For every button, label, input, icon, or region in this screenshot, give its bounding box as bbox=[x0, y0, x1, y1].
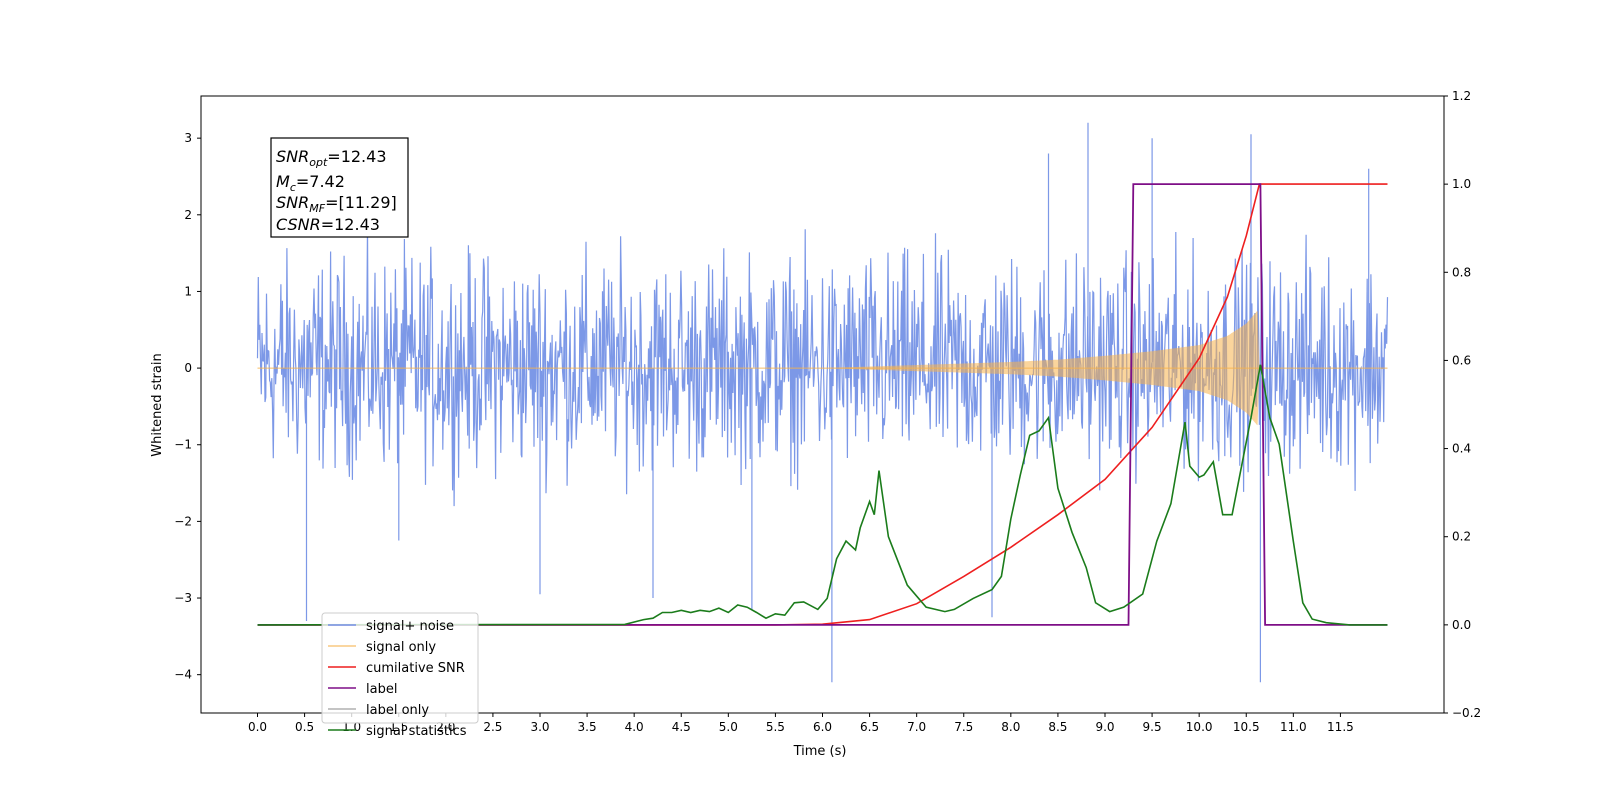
legend-frame bbox=[321, 612, 479, 724]
snr-opt-annotation: SNRopt=12.43 bbox=[276, 147, 387, 169]
x-tick-label: 6.5 bbox=[860, 720, 879, 734]
chart-legend: signal+ noise signal only cumilative SNR la… bbox=[321, 612, 479, 739]
y2-tick-label: −0.2 bbox=[1452, 706, 1481, 720]
x-tick-label: 9.0 bbox=[1095, 720, 1114, 734]
x-tick-label: 4.5 bbox=[672, 720, 691, 734]
x-tick-label: 0.5 bbox=[295, 720, 314, 734]
legend-label: signal statistics bbox=[366, 724, 467, 739]
x-tick-label: 7.5 bbox=[954, 720, 973, 734]
snr-annotation-box: SNRopt=12.43 Mc=7.42 SNRMF=[11.29] CSNR=… bbox=[270, 137, 409, 238]
y2-tick-label: 0.8 bbox=[1452, 265, 1471, 279]
y-axis-left: 3 2 1 0 −1 −2 −3 −4 bbox=[174, 131, 201, 682]
x-tick-label: 3.0 bbox=[530, 720, 549, 734]
y2-tick-label: 1.2 bbox=[1452, 89, 1471, 103]
x-axis: 0.0 0.5 1.0 1.5 2.0 2.5 3.0 3.5 4.0 4.5 5.0 5.5 6.0 6… bbox=[248, 713, 1354, 734]
series-cumulative-snr bbox=[257, 183, 1388, 626]
x-tick-label: 3.5 bbox=[578, 720, 597, 734]
y-tick-label: 3 bbox=[184, 131, 192, 145]
x-tick-label: 10.5 bbox=[1233, 720, 1260, 734]
series-signal-noise bbox=[256, 122, 1389, 683]
mc-annotation: Mc=7.42 bbox=[276, 172, 345, 194]
y2-tick-label: 1.0 bbox=[1452, 177, 1471, 191]
legend-label: signal only bbox=[366, 640, 436, 655]
y-tick-label: 2 bbox=[184, 208, 192, 222]
y-tick-label: −1 bbox=[174, 438, 192, 452]
y-tick-label: 1 bbox=[184, 284, 192, 298]
x-tick-label: 8.5 bbox=[1048, 720, 1067, 734]
y-tick-label: −2 bbox=[174, 514, 192, 528]
y-tick-label: −4 bbox=[174, 668, 192, 682]
snr-mf-annotation: SNRMF=[11.29] bbox=[276, 193, 397, 215]
y-tick-label: −3 bbox=[174, 591, 192, 605]
x-tick-label: 10.0 bbox=[1186, 720, 1213, 734]
y2-tick-label: 0.4 bbox=[1452, 442, 1471, 456]
x-tick-label: 11.0 bbox=[1280, 720, 1307, 734]
y-axis-label: Whitened strain bbox=[150, 353, 165, 456]
x-tick-label: 9.5 bbox=[1143, 720, 1162, 734]
csnr-annotation: CSNR=12.43 bbox=[276, 215, 380, 234]
x-tick-label: 8.0 bbox=[1001, 720, 1020, 734]
series-label bbox=[257, 183, 1388, 626]
legend-label: label bbox=[366, 682, 397, 697]
x-axis-label: Time (s) bbox=[793, 744, 847, 759]
x-tick-label: 5.0 bbox=[719, 720, 738, 734]
legend-label: label only bbox=[366, 703, 429, 718]
x-tick-label: 4.0 bbox=[625, 720, 644, 734]
x-tick-label: 6.0 bbox=[813, 720, 832, 734]
series-layer bbox=[256, 122, 1389, 683]
legend-label: cumilative SNR bbox=[366, 661, 465, 676]
y2-tick-label: 0.0 bbox=[1452, 618, 1471, 632]
x-tick-label: 11.5 bbox=[1327, 720, 1354, 734]
x-tick-label: 5.5 bbox=[766, 720, 785, 734]
x-tick-label: 0.0 bbox=[248, 720, 267, 734]
legend-label: signal+ noise bbox=[366, 619, 454, 634]
y-tick-label: 0 bbox=[184, 361, 192, 375]
x-tick-label: 2.5 bbox=[483, 720, 502, 734]
y2-tick-label: 0.6 bbox=[1452, 353, 1471, 367]
y2-tick-label: 0.2 bbox=[1452, 530, 1471, 544]
y-axis-right: 1.2 1.0 0.8 0.6 0.4 0.2 0.0 −0.2 bbox=[1444, 89, 1481, 720]
series-signal-statistics bbox=[257, 364, 1388, 626]
x-tick-label: 7.0 bbox=[907, 720, 926, 734]
